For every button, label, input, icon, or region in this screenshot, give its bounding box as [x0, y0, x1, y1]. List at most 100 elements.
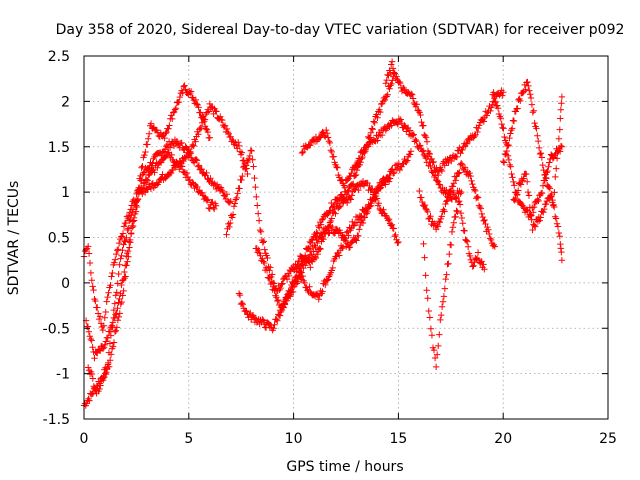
data-point [203, 197, 211, 204]
y-tick-label: 1.5 [48, 140, 70, 156]
data-point [351, 172, 359, 179]
data-point [120, 276, 127, 284]
data-point [107, 332, 115, 339]
data-point [374, 137, 381, 144]
series-track-12 [416, 160, 499, 250]
data-point [339, 243, 347, 251]
data-point [436, 331, 443, 338]
data-point [426, 314, 434, 321]
data-point [165, 125, 172, 132]
data-point [476, 122, 483, 129]
data-point [193, 100, 200, 108]
data-point [474, 194, 482, 201]
data-point [420, 151, 428, 159]
data-point [144, 141, 151, 148]
data-point [103, 365, 111, 373]
data-point [86, 397, 93, 404]
data-point [195, 131, 202, 138]
data-point [348, 192, 356, 199]
data-point [238, 299, 246, 307]
data-point [454, 208, 461, 215]
data-point [330, 201, 338, 209]
data-point [317, 134, 324, 141]
data-point [461, 227, 468, 235]
data-point [476, 203, 484, 211]
data-point [466, 252, 474, 260]
data-point [347, 196, 355, 203]
data-point [117, 290, 124, 297]
data-point [279, 280, 286, 287]
data-point [145, 130, 153, 137]
data-point [370, 118, 377, 125]
data-point [312, 234, 319, 241]
data-point [275, 296, 282, 304]
data-point [108, 273, 115, 280]
data-point [268, 278, 275, 286]
data-point [397, 116, 404, 123]
data-point [557, 245, 565, 252]
data-point [357, 159, 364, 166]
y-tick-label: 2 [61, 94, 70, 110]
data-point [332, 210, 339, 217]
data-point [292, 278, 300, 285]
data-point [369, 126, 376, 133]
data-point [388, 221, 396, 228]
data-point [122, 262, 129, 269]
series-track-11 [420, 197, 488, 371]
data-point [118, 281, 125, 289]
data-point [466, 169, 473, 177]
data-point [394, 239, 401, 247]
data-point [324, 276, 332, 283]
data-point [88, 337, 95, 344]
data-point [410, 99, 418, 107]
data-point [430, 346, 438, 354]
data-point [382, 80, 390, 87]
data-point [295, 269, 303, 276]
data-point [450, 219, 457, 226]
data-point [84, 243, 92, 250]
data-point [323, 130, 331, 137]
data-point [113, 250, 120, 258]
data-point [511, 182, 518, 189]
data-point [416, 109, 423, 116]
data-point [314, 239, 321, 247]
data-point [490, 89, 497, 96]
data-point [199, 112, 206, 120]
data-point [317, 245, 324, 253]
series-track-10 [382, 58, 507, 179]
data-point [350, 165, 358, 173]
data-point [384, 217, 392, 224]
data-point [187, 150, 195, 157]
data-point [378, 182, 386, 189]
data-point [438, 303, 446, 310]
data-point [144, 177, 151, 184]
data-point [369, 186, 376, 193]
data-point [182, 154, 189, 162]
data-point [531, 222, 538, 229]
data-point [448, 157, 455, 165]
data-point [412, 136, 419, 144]
data-point [353, 237, 360, 244]
data-point [524, 207, 531, 215]
data-point [362, 146, 369, 153]
data-point [383, 76, 390, 84]
data-point [126, 244, 133, 251]
data-point [552, 173, 559, 181]
data-point [102, 338, 110, 345]
data-point [327, 147, 335, 154]
data-point [366, 182, 373, 190]
data-point [526, 87, 533, 94]
data-point [145, 165, 152, 172]
data-point [384, 176, 391, 184]
data-point [529, 209, 537, 216]
data-point [453, 153, 461, 161]
data-point [522, 86, 529, 93]
data-point [550, 202, 557, 209]
data-point [437, 166, 445, 173]
data-point [400, 84, 407, 92]
data-point [87, 269, 95, 277]
data-point [445, 159, 452, 166]
data-point [312, 254, 320, 262]
data-point [251, 174, 258, 182]
data-point [110, 339, 118, 346]
